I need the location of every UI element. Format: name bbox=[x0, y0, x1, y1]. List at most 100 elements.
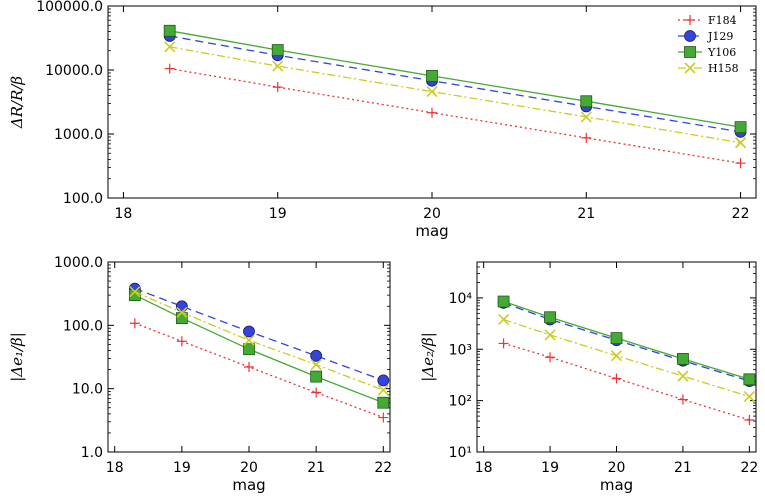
y-tick-label: 10¹ bbox=[449, 445, 472, 461]
data-point bbox=[580, 95, 593, 108]
series-line bbox=[169, 30, 741, 128]
y-tick-label: 10³ bbox=[449, 342, 472, 358]
data-point bbox=[743, 373, 756, 386]
data-point bbox=[677, 394, 688, 405]
data-point bbox=[377, 396, 390, 409]
data-point bbox=[545, 352, 556, 363]
data-point bbox=[272, 60, 284, 72]
chart-panel-bottom-left: 18 19 20 21 22 1.0 10.0 100.0 1000.0 mag |Δe₁/β| bbox=[8, 255, 392, 494]
x-tick-label: 21 bbox=[307, 460, 325, 476]
x-axis-label: mag bbox=[600, 476, 633, 494]
data-point bbox=[310, 359, 322, 371]
data-point bbox=[743, 391, 755, 403]
legend-marker bbox=[684, 30, 696, 42]
series-line bbox=[134, 287, 384, 382]
chart-panel-top: 18 19 20 21 22 100.0 1000.0 10000.0 100000.0 mag Δ… bbox=[8, 0, 757, 240]
series-line bbox=[169, 67, 741, 164]
data-point bbox=[544, 329, 556, 341]
data-point bbox=[244, 361, 254, 372]
data-point bbox=[735, 137, 747, 149]
x-axis-label: mag bbox=[415, 222, 448, 240]
x-tick-label: 20 bbox=[423, 206, 441, 222]
data-point bbox=[377, 374, 390, 387]
y-tick-label: 1.0 bbox=[81, 445, 103, 461]
x-tick-label: 22 bbox=[740, 460, 758, 476]
series-j129 bbox=[163, 30, 747, 138]
x-tick-label: 21 bbox=[674, 460, 692, 476]
data-point bbox=[176, 306, 188, 318]
data-point bbox=[176, 336, 187, 347]
x-tick-label: 19 bbox=[173, 460, 191, 476]
x-tick-label: 18 bbox=[106, 460, 124, 476]
x-axis-label: mag bbox=[232, 476, 265, 494]
data-point bbox=[271, 44, 284, 56]
data-point bbox=[497, 295, 510, 308]
x-tick-label: 22 bbox=[374, 460, 392, 476]
data-point bbox=[128, 289, 141, 302]
data-point bbox=[377, 384, 389, 396]
series-j129 bbox=[497, 296, 756, 388]
data-point bbox=[610, 332, 623, 344]
chart-panel-bottom-right: 18 19 20 21 22 10¹ 10² 10³ 10⁴ mag |Δe₂/β| bbox=[419, 261, 758, 494]
data-point bbox=[498, 338, 509, 349]
x-tick-label: 19 bbox=[269, 206, 287, 222]
data-point bbox=[164, 63, 175, 74]
data-point bbox=[498, 313, 510, 326]
y-axis-label: |Δe₁/β| bbox=[8, 332, 26, 382]
series-line bbox=[503, 318, 750, 398]
series-f184 bbox=[498, 338, 755, 425]
series-line bbox=[503, 342, 750, 421]
plot-frame bbox=[107, 5, 757, 199]
data-point bbox=[243, 325, 255, 338]
y-tick-label: 1000.0 bbox=[54, 255, 103, 271]
legend-label: H158 bbox=[708, 62, 739, 75]
series-y106 bbox=[128, 289, 390, 409]
series-y106 bbox=[497, 295, 756, 386]
data-point bbox=[677, 370, 689, 382]
legend-label: J129 bbox=[707, 30, 733, 43]
y-tick-label: 1000.0 bbox=[54, 127, 103, 143]
legend-marker bbox=[684, 62, 696, 74]
plot-frame bbox=[476, 261, 757, 453]
data-point bbox=[272, 82, 283, 93]
series-h158 bbox=[164, 41, 747, 149]
data-point bbox=[610, 350, 623, 362]
x-tick-label: 20 bbox=[608, 460, 626, 476]
y-tick-label: 100000.0 bbox=[36, 0, 103, 15]
data-point bbox=[378, 412, 389, 423]
data-point bbox=[734, 121, 747, 134]
series-line bbox=[134, 322, 384, 419]
data-point bbox=[310, 370, 323, 383]
series-line bbox=[134, 291, 384, 391]
data-point bbox=[544, 311, 556, 324]
y-axis-label: |Δe₂/β| bbox=[419, 332, 437, 382]
x-tick-label: 19 bbox=[541, 460, 559, 476]
data-point bbox=[129, 318, 140, 329]
series-j129 bbox=[128, 282, 390, 387]
data-point bbox=[311, 387, 322, 398]
legend-marker bbox=[685, 15, 695, 25]
data-point bbox=[581, 132, 592, 143]
series-f184 bbox=[129, 318, 389, 423]
x-tick-label: 22 bbox=[732, 206, 750, 222]
data-point bbox=[677, 352, 689, 365]
data-point bbox=[426, 86, 438, 98]
legend: F184 J129 Y106 H158 bbox=[678, 14, 739, 75]
data-point bbox=[611, 373, 622, 384]
series-line bbox=[169, 35, 741, 133]
data-point bbox=[744, 414, 755, 425]
series-line bbox=[134, 294, 384, 404]
y-tick-label: 100.0 bbox=[63, 191, 103, 207]
data-point bbox=[427, 107, 437, 118]
data-point bbox=[310, 349, 323, 362]
data-point bbox=[735, 158, 746, 169]
y-tick-label: 10² bbox=[449, 394, 472, 410]
data-point bbox=[580, 111, 592, 123]
series-line bbox=[169, 46, 741, 144]
x-tick-label: 18 bbox=[475, 460, 493, 476]
data-point bbox=[243, 343, 255, 356]
y-tick-label: 10.0 bbox=[72, 382, 103, 398]
data-point bbox=[175, 300, 188, 313]
x-tick-label: 21 bbox=[577, 206, 595, 222]
